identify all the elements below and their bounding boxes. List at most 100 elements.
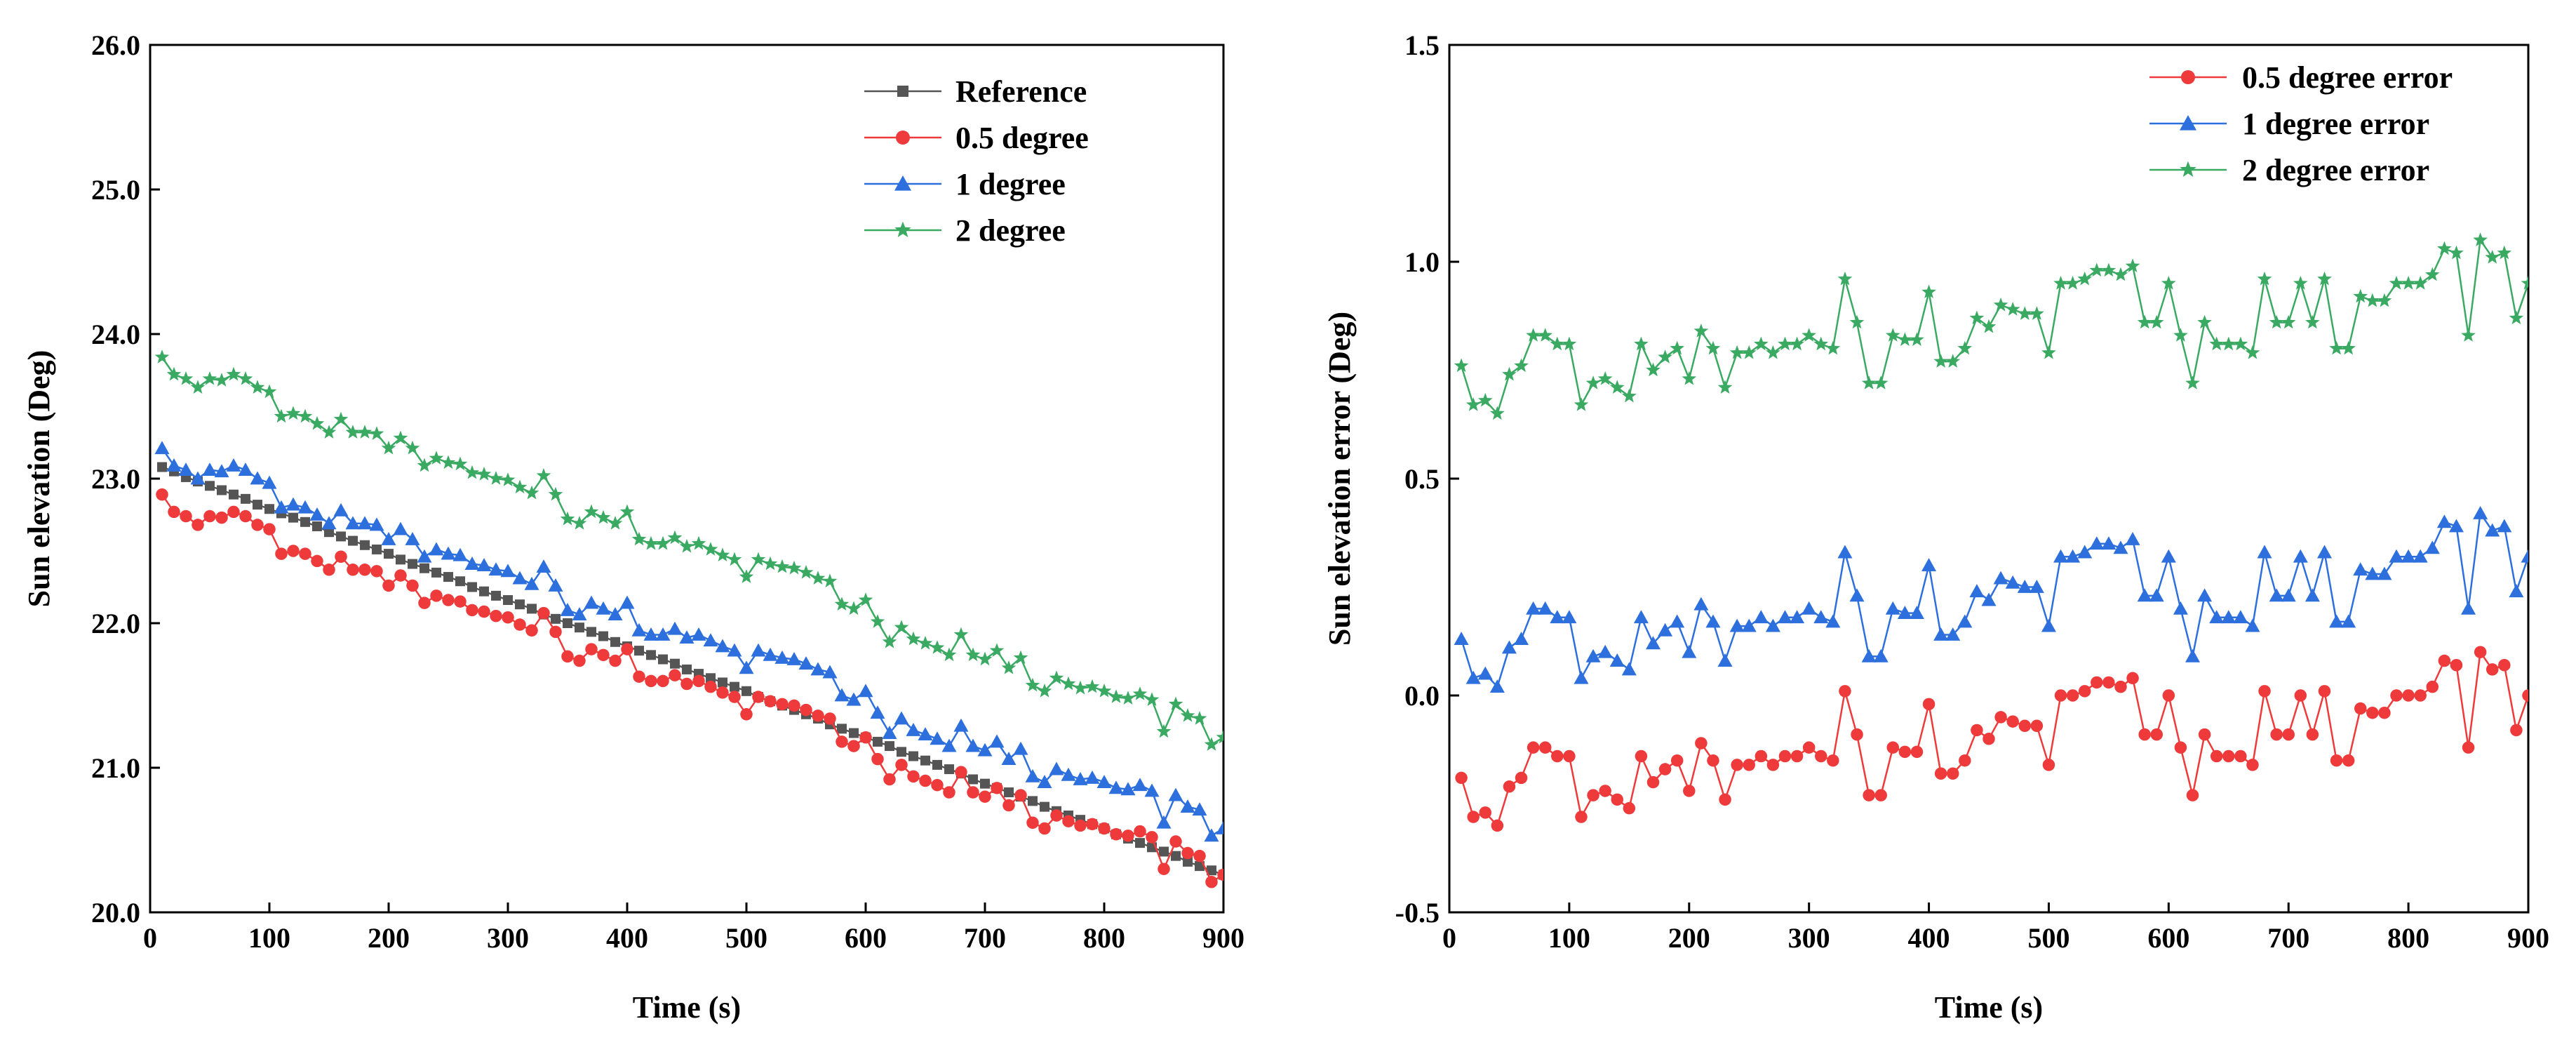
data-point bbox=[264, 504, 274, 514]
data-point bbox=[1478, 393, 1493, 407]
x-tick-label: 700 bbox=[964, 922, 1006, 954]
data-point bbox=[836, 735, 848, 748]
legend-label: Reference bbox=[955, 74, 1087, 109]
data-point bbox=[1085, 771, 1100, 784]
data-point bbox=[2173, 328, 2188, 342]
data-point bbox=[1718, 380, 1733, 394]
x-tick-label: 700 bbox=[2267, 922, 2309, 954]
data-point bbox=[370, 426, 384, 440]
data-point bbox=[1193, 850, 1206, 862]
data-point bbox=[680, 539, 695, 553]
data-point bbox=[2414, 689, 2427, 702]
data-point bbox=[656, 536, 671, 550]
data-point bbox=[776, 698, 789, 711]
data-point bbox=[1574, 671, 1588, 684]
data-point bbox=[298, 409, 313, 423]
data-point bbox=[2258, 685, 2271, 698]
data-point bbox=[930, 731, 945, 745]
data-point bbox=[239, 462, 253, 476]
data-point bbox=[2006, 302, 2020, 316]
data-point bbox=[1899, 746, 1912, 759]
data-point bbox=[1658, 623, 1672, 637]
x-axis-title: Time (s) bbox=[1935, 990, 2043, 1025]
data-point bbox=[2043, 759, 2055, 771]
data-point bbox=[1205, 828, 1219, 841]
data-point bbox=[1480, 806, 1492, 819]
data-point bbox=[632, 532, 647, 546]
data-point bbox=[1863, 789, 1875, 801]
data-point bbox=[1157, 724, 1172, 738]
data-point bbox=[370, 565, 383, 578]
data-point bbox=[1622, 662, 1637, 675]
data-point bbox=[586, 627, 596, 637]
data-point bbox=[859, 684, 873, 697]
x-tick-label: 900 bbox=[2507, 922, 2549, 954]
data-point bbox=[1982, 319, 1997, 333]
y-tick-label: -0.5 bbox=[1395, 897, 1440, 928]
data-point bbox=[2199, 728, 2211, 741]
data-point bbox=[1026, 678, 1040, 692]
data-point bbox=[2366, 707, 2379, 719]
data-point bbox=[205, 481, 215, 491]
x-axis-title: Time (s) bbox=[633, 990, 741, 1025]
data-point bbox=[537, 468, 551, 482]
data-point bbox=[633, 670, 645, 683]
data-point bbox=[1742, 345, 1757, 359]
data-point bbox=[2295, 689, 2307, 702]
data-point bbox=[2077, 272, 2092, 286]
legend-label: 0.5 degree bbox=[955, 121, 1089, 155]
data-point bbox=[405, 441, 420, 455]
data-point bbox=[680, 678, 693, 691]
data-point bbox=[2041, 345, 2056, 359]
data-point bbox=[692, 536, 706, 550]
data-point bbox=[1050, 809, 1063, 822]
data-point bbox=[191, 380, 206, 394]
data-point bbox=[1982, 593, 1997, 606]
data-point bbox=[1145, 692, 1160, 706]
data-point bbox=[2018, 306, 2032, 320]
data-point bbox=[563, 618, 572, 628]
data-point bbox=[764, 695, 777, 707]
data-point bbox=[621, 643, 633, 655]
data-point bbox=[1159, 846, 1169, 856]
data-point bbox=[549, 487, 563, 501]
data-point bbox=[2402, 689, 2415, 702]
data-point bbox=[1539, 741, 1552, 754]
data-point bbox=[811, 571, 826, 585]
data-point bbox=[1958, 341, 1973, 355]
data-point bbox=[1874, 375, 1889, 389]
data-point bbox=[537, 607, 550, 620]
data-point bbox=[1586, 375, 1601, 389]
data-point bbox=[442, 594, 455, 606]
data-point bbox=[477, 467, 492, 481]
data-point bbox=[1850, 588, 1865, 601]
chart-2: 0 100 200 300 400 500 600 700 800 900-0.50.00.51.… bbox=[1322, 29, 2549, 1025]
data-point bbox=[561, 512, 575, 526]
data-point bbox=[323, 564, 335, 576]
data-point bbox=[727, 644, 742, 657]
data-point bbox=[561, 651, 574, 663]
data-point bbox=[1766, 345, 1780, 359]
data-point bbox=[2413, 276, 2428, 290]
data-point bbox=[752, 691, 765, 703]
data-point bbox=[979, 790, 991, 803]
data-point bbox=[1135, 838, 1145, 848]
data-point bbox=[2222, 750, 2235, 763]
data-point bbox=[1205, 876, 1218, 888]
data-point bbox=[2389, 276, 2404, 290]
data-point bbox=[1886, 328, 1900, 342]
data-point bbox=[1707, 754, 1719, 767]
data-point bbox=[239, 510, 252, 523]
data-point bbox=[2437, 514, 2452, 528]
data-point bbox=[2258, 545, 2272, 559]
data-point bbox=[1731, 759, 1743, 771]
y-tick-label: 20.0 bbox=[91, 897, 140, 928]
data-point bbox=[417, 550, 432, 563]
data-point bbox=[2366, 293, 2380, 307]
data-point bbox=[1705, 614, 1720, 627]
data-point bbox=[918, 727, 933, 740]
data-point bbox=[2161, 550, 2176, 563]
data-point bbox=[2474, 646, 2487, 658]
data-point bbox=[465, 557, 480, 570]
data-point bbox=[2281, 315, 2296, 329]
